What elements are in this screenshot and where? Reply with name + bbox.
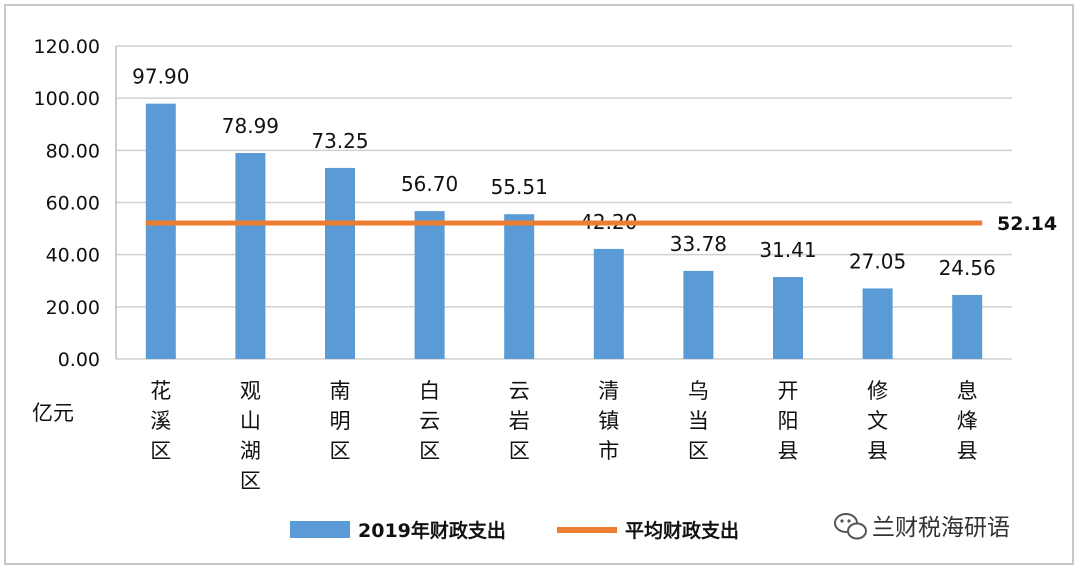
category-label-char: 花 [150,379,171,403]
category-label-char: 开 [778,379,799,403]
bar-value-label: 56.70 [401,172,458,196]
category-label-char: 县 [957,439,978,463]
bar-value-label: 33.78 [670,232,727,256]
bar [773,277,803,359]
category-label-char: 当 [688,409,709,433]
y-axis-unit: 亿元 [32,401,74,425]
bar-value-label: 55.51 [491,175,548,199]
category-label-char: 县 [867,439,888,463]
category-label-char: 烽 [957,409,978,433]
bar-value-label: 73.25 [311,129,368,153]
bar [235,152,266,359]
category-label-char: 云 [509,379,530,403]
y-axis-ticks: 0.00 20.00 40.00 60.00 80.00 100.00 120.00 [34,36,100,371]
y-tick-label: 0.00 [58,349,100,371]
category-label-char: 区 [330,439,351,463]
y-tick-label: 120.00 [34,36,100,58]
category-label-char: 湖 [240,439,261,463]
average-value-label: 52.14 [997,213,1057,235]
category-label-char: 清 [598,379,619,403]
y-tick-label: 80.00 [46,140,100,162]
bar [862,288,893,359]
category-label-char: 区 [240,469,261,493]
category-label-char: 山 [240,409,261,433]
bar-value-label: 27.05 [849,249,906,273]
bar [414,211,445,359]
category-label-char: 乌 [688,379,709,403]
bar [952,294,983,359]
bar [325,167,355,359]
bar-value-label: 31.41 [759,238,816,262]
average-line-group: 52.14 [145,213,1057,235]
y-tick-label: 100.00 [34,88,100,110]
legend-line-label: 平均财政支出 [625,519,739,542]
category-label-char: 岩 [509,409,530,433]
y-tick-label: 20.00 [46,297,100,319]
category-label-char: 阳 [778,409,799,433]
wechat-icon [834,513,867,540]
category-label-char: 县 [778,439,799,463]
y-tick-label: 40.00 [46,245,100,267]
bar [145,103,176,359]
category-label-char: 溪 [150,409,171,433]
legend-bar-swatch [290,521,350,538]
bar-value-label: 97.90 [132,65,189,89]
bar-value-label: 24.56 [939,256,996,280]
bar [593,248,624,359]
watermark-text: 兰财税海研语 [872,515,1010,541]
category-label-char: 息 [957,379,978,403]
category-label-char: 市 [598,439,619,463]
category-label-char: 白 [419,379,440,403]
category-label-char: 云 [419,409,440,433]
bar [683,270,714,359]
legend: 2019年财政支出 平均财政支出 [290,519,739,542]
category-label-char: 区 [419,439,440,463]
category-label-char: 文 [867,409,888,433]
category-label-char: 区 [688,439,709,463]
category-label-char: 镇 [598,409,619,433]
bar-value-label: 78.99 [222,114,279,138]
category-label-char: 区 [150,439,171,463]
category-label-char: 明 [330,409,351,433]
bar [504,214,535,359]
bars [145,103,983,359]
category-label-char: 南 [330,379,351,403]
legend-bar-label: 2019年财政支出 [358,519,506,542]
watermark: 兰财税海研语 [834,513,1010,541]
y-tick-label: 60.00 [46,193,100,215]
category-label-char: 修 [867,379,888,403]
category-label-char: 观 [240,379,261,403]
category-label-char: 区 [509,439,530,463]
